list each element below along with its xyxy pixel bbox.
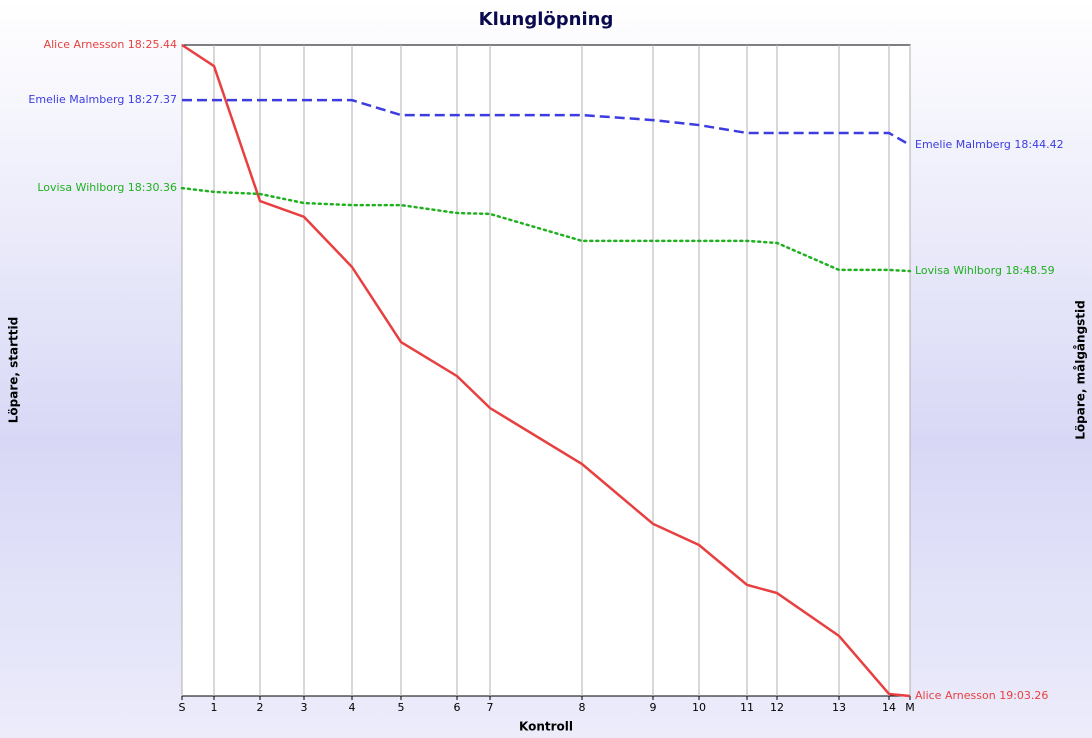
chart-title: Klunglöpning [479,9,614,30]
x-tick-label: 4 [349,701,356,714]
y-axis-label: Löpare, starttid [7,317,21,423]
series-line [182,98,911,147]
x-tick-label: S [179,701,186,714]
x-tick-label: 7 [487,701,494,714]
x-tick-label: 10 [692,701,706,714]
end-label: Lovisa Wihlborg 18:48.59 [915,264,1055,277]
x-axis-label: Kontroll [519,720,573,734]
x-tick-label: 3 [301,701,308,714]
x-tick-label: 12 [770,701,784,714]
x-tick-label: 1 [211,701,218,714]
end-label: Alice Arnesson 19:03.26 [915,689,1048,702]
y2-axis-label: Löpare, målgångstid [1074,300,1088,440]
x-tick-label: M [905,701,915,714]
x-tick-label: 6 [454,701,461,714]
x-tick-label: 5 [398,701,405,714]
series-line [181,43,911,698]
plot-area [181,44,911,697]
x-tick-label: 13 [832,701,846,714]
start-label: Lovisa Wihlborg 18:30.36 [37,181,177,194]
start-label: Emelie Malmberg 18:27.37 [28,93,177,106]
end-label: Emelie Malmberg 18:44.42 [915,138,1064,151]
x-tick-label: 14 [882,701,896,714]
x-tick-label: 9 [650,701,657,714]
x-tick-label: 8 [579,701,586,714]
start-label: Alice Arnesson 18:25.44 [44,38,177,51]
x-tick-label: 11 [740,701,754,714]
x-tick-label: 2 [257,701,264,714]
